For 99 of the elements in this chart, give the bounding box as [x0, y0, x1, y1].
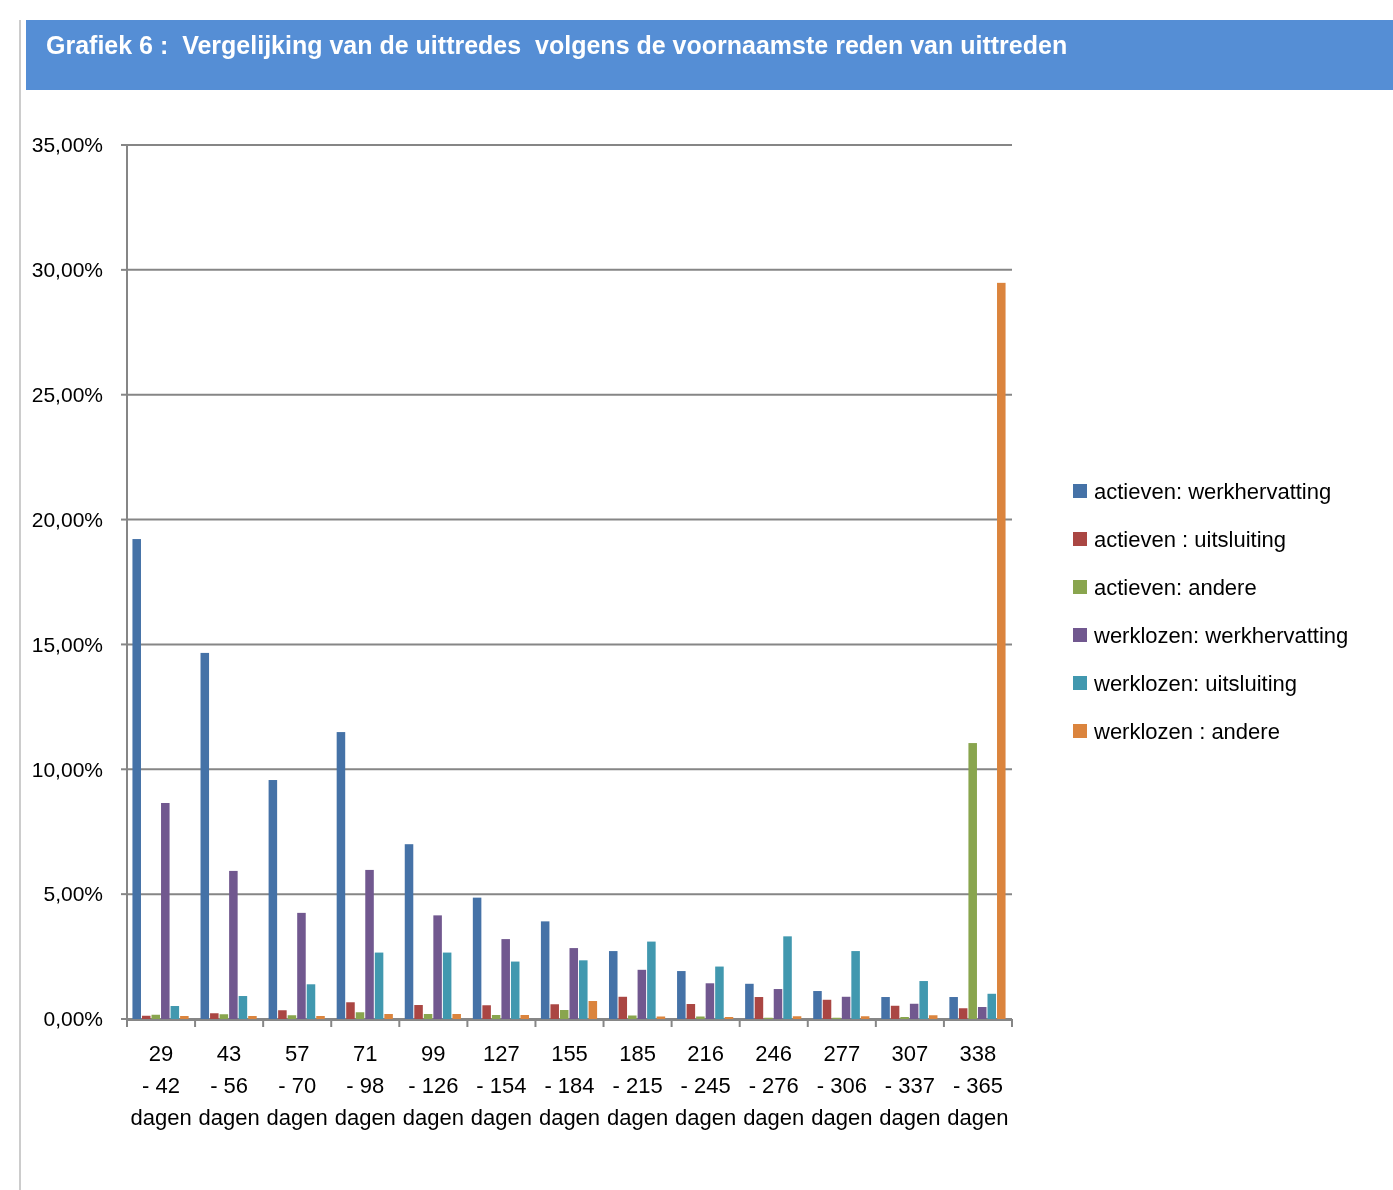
- bar: [520, 1015, 530, 1019]
- legend-label: actieven: werkhervatting: [1094, 478, 1332, 504]
- bar: [745, 983, 754, 1019]
- y-tick-label: 25,00%: [31, 383, 103, 407]
- bar: [550, 1004, 559, 1019]
- y-tick-label: 0,00%: [43, 1007, 103, 1031]
- bar: [501, 939, 510, 1019]
- y-tick-label: 35,00%: [31, 133, 103, 157]
- y-tick-label: 10,00%: [31, 757, 103, 781]
- bar: [365, 869, 374, 1019]
- x-tick-label: 277 - 306 dagen: [811, 1041, 873, 1130]
- bar: [860, 1016, 870, 1019]
- bar: [161, 803, 170, 1019]
- y-tick-label: 5,00%: [43, 882, 103, 906]
- bar: [306, 984, 316, 1019]
- bar: [773, 989, 783, 1019]
- bar: [754, 997, 764, 1019]
- bar: [180, 1016, 189, 1019]
- bar: [559, 1010, 569, 1019]
- bar: [977, 1007, 987, 1019]
- bar: [968, 743, 977, 1019]
- bar: [278, 1010, 287, 1019]
- bar: [452, 1014, 461, 1019]
- legend-label: actieven : uitsluiting: [1094, 526, 1286, 552]
- bar: [316, 1016, 325, 1019]
- bar: [909, 1003, 919, 1019]
- bar: [510, 961, 520, 1019]
- x-tick-label: 155 - 184 dagen: [538, 1041, 601, 1130]
- bar: [569, 948, 579, 1019]
- bar: [248, 1016, 257, 1019]
- bar: [346, 1002, 355, 1019]
- x-tick-label: 71 - 98 dagen: [334, 1041, 396, 1130]
- y-tick-label: 15,00%: [31, 632, 103, 656]
- bar: [813, 991, 822, 1019]
- bar: [404, 844, 414, 1019]
- bar: [433, 915, 442, 1019]
- bar: [141, 1015, 151, 1019]
- bar: [384, 1014, 393, 1019]
- bar: [219, 1014, 229, 1019]
- x-tick-label: 29 - 42 dagen: [130, 1041, 192, 1130]
- bar: [297, 912, 306, 1019]
- bar: [229, 870, 238, 1019]
- x-tick-label: 99 - 126 dagen: [402, 1041, 464, 1130]
- bar: [890, 1005, 900, 1019]
- bar: [579, 960, 588, 1019]
- bar: [374, 952, 384, 1019]
- bar: [949, 997, 958, 1019]
- bar: [200, 652, 210, 1019]
- bar: [588, 1001, 598, 1019]
- bar: [442, 952, 452, 1019]
- bar: [919, 981, 928, 1019]
- bar: [792, 1016, 802, 1019]
- bar: [686, 1004, 696, 1019]
- x-tick-label: 246 - 276 dagen: [743, 1041, 805, 1130]
- bar: [608, 951, 618, 1019]
- bar: [783, 936, 792, 1019]
- bar: [355, 1012, 365, 1019]
- x-tick-label: 216 - 245 dagen: [675, 1041, 737, 1130]
- bar: [715, 966, 724, 1019]
- bar: [491, 1015, 501, 1019]
- x-tick-label: 57 - 70 dagen: [266, 1041, 328, 1130]
- bar: [414, 1005, 423, 1019]
- bar: [628, 1015, 637, 1019]
- bar: [677, 971, 686, 1019]
- bar: [958, 1008, 968, 1019]
- y-tick-label: 20,00%: [31, 507, 103, 531]
- bar: [210, 1013, 219, 1019]
- bar: [238, 996, 248, 1019]
- bar: [705, 983, 715, 1019]
- bar: [841, 996, 851, 1019]
- bar: [618, 996, 628, 1019]
- y-tick-label: 30,00%: [31, 258, 103, 282]
- bar: [170, 1006, 180, 1019]
- bar: [540, 921, 550, 1019]
- bar: [637, 969, 647, 1019]
- bar: [851, 951, 860, 1019]
- bar: [132, 539, 141, 1019]
- x-tick-label: 185 - 215 dagen: [606, 1041, 669, 1130]
- legend-label: werklozen: werkhervatting: [1093, 622, 1349, 648]
- x-tick-label: 307 - 337 dagen: [879, 1041, 941, 1130]
- bar: [928, 1015, 938, 1019]
- bar: [268, 780, 278, 1019]
- bar: [287, 1015, 297, 1019]
- x-tick-label: 127 - 154 dagen: [470, 1041, 533, 1130]
- bar: [647, 941, 656, 1019]
- bar: [423, 1014, 433, 1019]
- legend-label: werklozen: uitsluiting: [1093, 670, 1297, 696]
- x-tick-label: 338 - 365 dagen: [947, 1041, 1009, 1130]
- bar: [881, 997, 890, 1019]
- bar: [336, 732, 346, 1019]
- chart-title: Grafiek 6 : Vergelijking van de uittredes volgens de voornaamste reden van uittreden: [46, 31, 1068, 59]
- x-tick-label: 43 - 56 dagen: [198, 1041, 260, 1130]
- bar: [482, 1005, 491, 1019]
- legend-label: werklozen : andere: [1093, 718, 1280, 744]
- legend-label: actieven: andere: [1094, 574, 1257, 600]
- bar: [472, 897, 482, 1019]
- bar: [987, 993, 997, 1019]
- bar: [822, 999, 832, 1019]
- bar: [997, 282, 1006, 1019]
